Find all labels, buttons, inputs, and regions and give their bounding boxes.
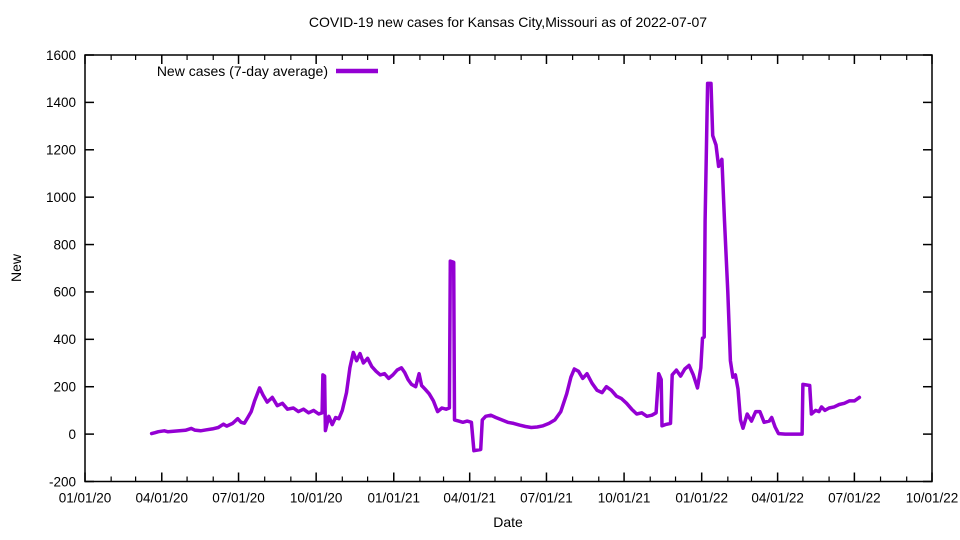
y-tick-label: 1200	[46, 143, 76, 158]
y-tick-label: 0	[68, 427, 76, 442]
legend-label: New cases (7-day average)	[157, 63, 328, 79]
y-tick-label: -200	[49, 474, 76, 489]
x-tick-label: 01/01/21	[367, 491, 420, 506]
series-line-new-cases	[149, 81, 862, 453]
x-axis-title: Date	[493, 514, 523, 530]
x-tick-label: 10/01/20	[290, 491, 343, 506]
x-tick-label: 07/01/21	[520, 491, 573, 506]
x-tick-label: 10/01/22	[906, 491, 959, 506]
plot-border	[84, 54, 933, 483]
y-tick-label: 1400	[46, 95, 76, 110]
x-tick-label: 01/01/20	[59, 491, 112, 506]
y-tick-label: 800	[53, 237, 76, 252]
x-tick-label: 04/01/22	[751, 491, 804, 506]
x-tick-label: 01/01/22	[675, 491, 728, 506]
x-tick-label: 04/01/20	[135, 491, 188, 506]
x-tick-label: 10/01/21	[598, 491, 651, 506]
y-tick-label: 400	[53, 332, 76, 347]
y-tick-label: 1600	[46, 48, 76, 63]
y-tick-label: 1000	[46, 190, 76, 205]
x-tick-label: 04/01/21	[443, 491, 496, 506]
x-tick-label: 07/01/22	[828, 491, 881, 506]
y-axis-title: New	[8, 253, 24, 282]
y-tick-label: 200	[53, 380, 76, 395]
x-tick-label: 07/01/20	[212, 491, 265, 506]
y-tick-label: 600	[53, 285, 76, 300]
chart-title: COVID-19 new cases for Kansas City,Misso…	[309, 14, 707, 30]
